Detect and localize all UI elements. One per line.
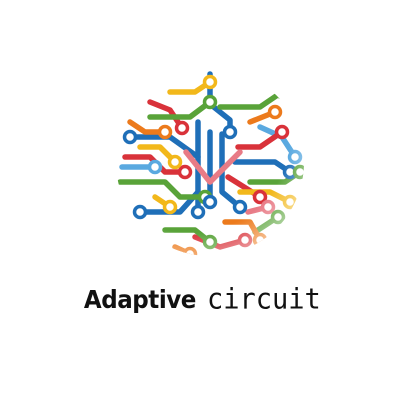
logo-wordmark: Adaptive circuit <box>0 283 400 316</box>
circuit-globe-icon <box>116 68 304 256</box>
circuit-pad <box>274 84 290 100</box>
logo-text-circuit: circuit <box>206 283 321 316</box>
logo-text-adaptive: Adaptive <box>84 285 197 314</box>
